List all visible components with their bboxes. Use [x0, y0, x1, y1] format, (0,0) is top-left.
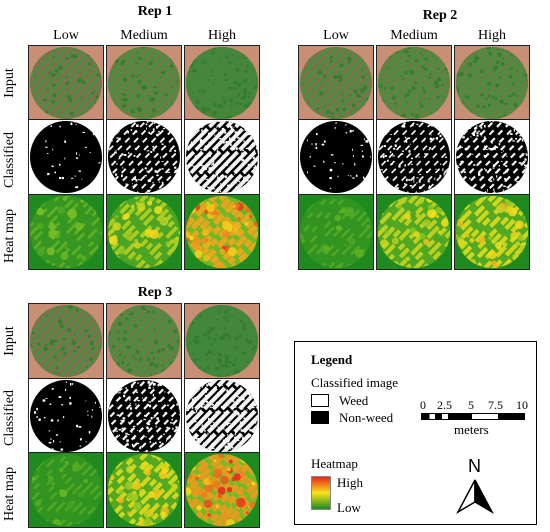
north-arrow-icon [456, 479, 494, 514]
heat-low-label: Low [337, 500, 361, 515]
scale-tick-10: 10 [516, 398, 528, 412]
rep3-heatmap-high [184, 452, 260, 528]
nonweed-label: Non-weed [339, 410, 394, 425]
heatmap-heading: Heatmap [311, 456, 358, 471]
legend-box: Legend Classified image Weed Non-weed 0 … [294, 341, 537, 525]
rep1-row-input: Input [2, 68, 17, 98]
rep1-heatmap-high [184, 194, 260, 270]
north-label: N [468, 456, 481, 476]
weed-label: Weed [339, 393, 369, 408]
rep3-title: Rep 3 [137, 285, 173, 300]
rep2-col-high: High [478, 28, 506, 43]
legend-title: Legend [311, 352, 353, 367]
rep1-row-classified: Classified [2, 132, 17, 188]
rep1-input-medium [106, 45, 182, 121]
rep2-heatmap-high [454, 194, 530, 270]
rep2-classified-low [298, 119, 374, 195]
rep1-classified-low [28, 119, 104, 195]
rep1-classified-high [184, 119, 260, 195]
rep2-classified-high [454, 119, 530, 195]
rep3-classified-high [184, 378, 260, 454]
rep2-col-low: Low [323, 28, 349, 43]
rep3-input-high [184, 303, 260, 379]
rep1-row-heatmap: Heat map [2, 208, 17, 264]
classified-image-heading: Classified image [311, 375, 399, 390]
rep3-classified-medium [106, 378, 182, 454]
rep2-heatmap-medium [376, 194, 452, 270]
rep1-classified-medium [106, 119, 182, 195]
scale-unit: meters [454, 422, 489, 437]
rep2-input-high [454, 45, 530, 121]
rep1-heatmap-low [28, 194, 104, 270]
rep2-input-medium [376, 45, 452, 121]
scale-tick-0: 0 [420, 398, 426, 412]
rep1-col-low: Low [53, 28, 79, 43]
rep3-row-classified: Classified [2, 390, 17, 446]
heat-high-label: High [337, 475, 363, 490]
rep1-col-high: High [208, 28, 236, 43]
scale-tick-7-5: 7.5 [488, 398, 503, 412]
rep3-row-heatmap: Heat map [2, 466, 17, 522]
rep3-row-input: Input [2, 326, 17, 356]
rep2-input-low [298, 45, 374, 121]
rep2-classified-medium [376, 119, 452, 195]
heatmap-gradient [311, 476, 331, 510]
weed-swatch [311, 394, 329, 407]
rep2-col-medium: Medium [390, 28, 438, 43]
rep3-heatmap-low [28, 452, 104, 528]
rep1-heatmap-medium [106, 194, 182, 270]
rep1-title: Rep 1 [137, 4, 173, 19]
rep1-col-medium: Medium [120, 28, 168, 43]
scale-tick-5: 5 [468, 398, 474, 412]
rep2-heatmap-low [298, 194, 374, 270]
rep3-heatmap-medium [106, 452, 182, 528]
nonweed-swatch [311, 411, 329, 424]
rep3-classified-low [28, 378, 104, 454]
rep3-input-medium [106, 303, 182, 379]
rep3-input-low [28, 303, 104, 379]
rep1-input-high [184, 45, 260, 121]
scale-bar [421, 413, 525, 420]
scale-tick-2-5: 2.5 [437, 398, 452, 412]
rep2-title: Rep 2 [422, 8, 458, 23]
rep1-input-low [28, 45, 104, 121]
